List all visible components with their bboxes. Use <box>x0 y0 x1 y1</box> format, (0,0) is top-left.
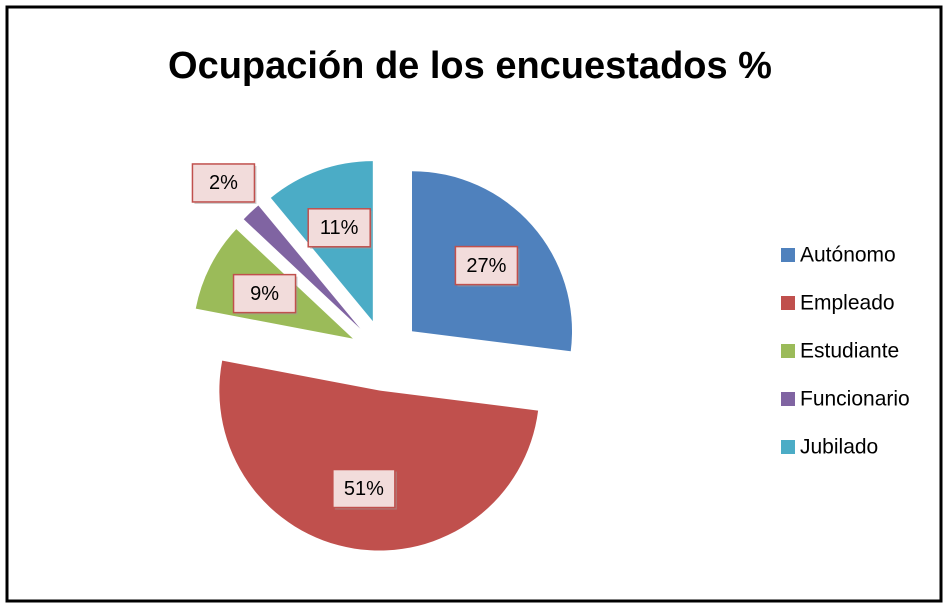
legend-label: Funcionario <box>800 388 910 411</box>
legend-swatch <box>781 392 795 406</box>
legend-swatch <box>781 440 795 454</box>
data-label: 11% <box>320 217 359 239</box>
legend-label: Empleado <box>800 292 895 315</box>
chart-title: Ocupación de los encuestados % <box>168 45 772 87</box>
legend-label: Jubilado <box>800 436 878 459</box>
legend-swatch <box>781 248 795 262</box>
data-label: 2% <box>209 172 238 194</box>
label-box <box>232 273 297 314</box>
legend-swatch <box>781 344 795 358</box>
data-label: 51% <box>344 478 384 500</box>
label-box <box>307 208 371 248</box>
legend-label: Estudiante <box>800 340 899 363</box>
legend-label: Autónomo <box>800 244 896 267</box>
pie-slice <box>219 360 539 551</box>
legend-swatch <box>781 296 795 310</box>
data-label: 27% <box>466 255 506 277</box>
label-box <box>191 163 256 203</box>
label-box <box>332 468 396 509</box>
label-box <box>454 245 519 286</box>
pie-slice <box>243 205 361 329</box>
data-label: 9% <box>250 283 279 305</box>
